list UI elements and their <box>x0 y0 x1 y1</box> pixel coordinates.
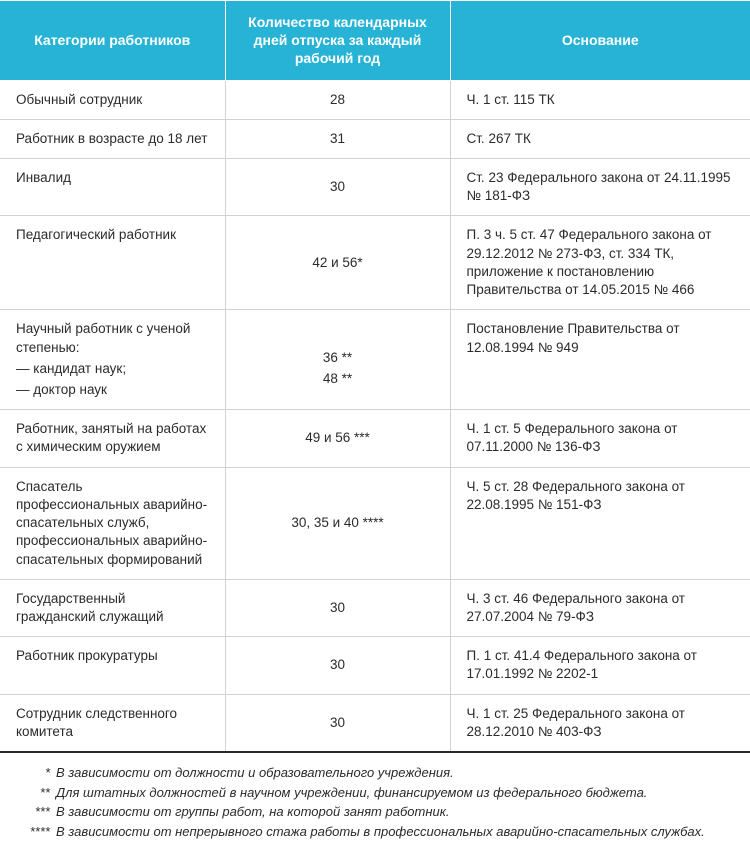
cell-category: Государственный гражданский служащий <box>0 579 225 636</box>
footnote-text: В зависимости от непрерывного стажа рабо… <box>56 822 705 842</box>
table-row: Сотрудник следственного комитета 30 Ч. 1… <box>0 694 750 752</box>
footnote-text: В зависимости от группы работ, на которо… <box>56 802 449 822</box>
cell-category: Спасатель профессиональных аварийно-спас… <box>0 467 225 579</box>
vacation-table: Категории работников Количество календар… <box>0 0 750 753</box>
table-row: Педагогический работник 42 и 56* П. 3 ч.… <box>0 216 750 310</box>
col-header-basis: Основание <box>450 1 750 81</box>
category-sub: — доктор наук <box>16 378 209 399</box>
table-row: Инвалид 30 Ст. 23 Федерального закона от… <box>0 159 750 216</box>
cell-basis: Постановление Правительства от 12.08.199… <box>450 310 750 410</box>
table-row: Государственный гражданский служащий 30 … <box>0 579 750 636</box>
cell-basis: Ст. 23 Федерального закона от 24.11.1995… <box>450 159 750 216</box>
cell-days: 42 и 56* <box>225 216 450 310</box>
days-value: 36 ** <box>242 331 434 367</box>
footnote-mark: * <box>20 763 56 783</box>
cell-days: 31 <box>225 119 450 158</box>
cell-days: 30 <box>225 159 450 216</box>
cell-category: Работник, занятый на работах с химически… <box>0 410 225 467</box>
cell-category: Работник в возрасте до 18 лет <box>0 119 225 158</box>
footnote-mark: *** <box>20 802 56 822</box>
table-row: Обычный сотрудник 28 Ч. 1 ст. 115 ТК <box>0 80 750 119</box>
category-main: Научный работник с ученой степенью: <box>16 321 190 354</box>
cell-basis: Ч. 3 ст. 46 Федерального закона от 27.07… <box>450 579 750 636</box>
category-sub: — кандидат наук; <box>16 357 209 378</box>
cell-days: 30 <box>225 637 450 694</box>
footnote-text: В зависимости от должности и образовател… <box>56 763 454 783</box>
cell-basis: Ч. 1 ст. 115 ТК <box>450 80 750 119</box>
footnote: * В зависимости от должности и образоват… <box>20 763 730 783</box>
table-row: Работник прокуратуры 30 П. 1 ст. 41.4 Фе… <box>0 637 750 694</box>
cell-days: 30 <box>225 694 450 752</box>
cell-category: Научный работник с ученой степенью: — ка… <box>0 310 225 410</box>
days-value: 48 ** <box>242 367 434 388</box>
cell-days: 30, 35 и 40 **** <box>225 467 450 579</box>
cell-category: Обычный сотрудник <box>0 80 225 119</box>
cell-basis: П. 1 ст. 41.4 Федерального закона от 17.… <box>450 637 750 694</box>
footnote: **** В зависимости от непрерывного стажа… <box>20 822 730 842</box>
cell-basis: П. 3 ч. 5 ст. 47 Федерального закона от … <box>450 216 750 310</box>
cell-basis: Ч. 1 ст. 25 Федерального закона от 28.12… <box>450 694 750 752</box>
cell-days: 28 <box>225 80 450 119</box>
cell-category: Инвалид <box>0 159 225 216</box>
table-row: Научный работник с ученой степенью: — ка… <box>0 310 750 410</box>
col-header-days: Количество календарных дней отпуска за к… <box>225 1 450 81</box>
cell-category: Работник прокуратуры <box>0 637 225 694</box>
cell-category: Педагогический работник <box>0 216 225 310</box>
footnote-mark: **** <box>20 822 56 842</box>
table-row: Спасатель профессиональных аварийно-спас… <box>0 467 750 579</box>
cell-days: 49 и 56 *** <box>225 410 450 467</box>
footnote-mark: ** <box>20 783 56 803</box>
cell-category: Сотрудник следственного комитета <box>0 694 225 752</box>
cell-days: 30 <box>225 579 450 636</box>
footnote: *** В зависимости от группы работ, на ко… <box>20 802 730 822</box>
footnote-text: Для штатных должностей в научном учрежде… <box>56 783 647 803</box>
table-row: Работник, занятый на работах с химически… <box>0 410 750 467</box>
footnote: ** Для штатных должностей в научном учре… <box>20 783 730 803</box>
cell-basis: Ч. 5 ст. 28 Федерального закона от 22.08… <box>450 467 750 579</box>
table-row: Работник в возрасте до 18 лет 31 Ст. 267… <box>0 119 750 158</box>
cell-days: 36 ** 48 ** <box>225 310 450 410</box>
cell-basis: Ч. 1 ст. 5 Федерального закона от 07.11.… <box>450 410 750 467</box>
cell-basis: Ст. 267 ТК <box>450 119 750 158</box>
footnotes: * В зависимости от должности и образоват… <box>0 753 750 857</box>
col-header-category: Категории работников <box>0 1 225 81</box>
